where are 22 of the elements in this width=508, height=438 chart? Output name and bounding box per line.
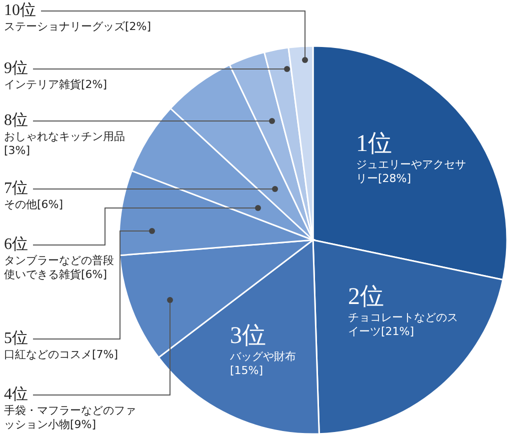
data-label: [15%]	[230, 364, 264, 377]
data-label: [3%]	[4, 144, 30, 157]
slice-label: インテリア雑貨[2%]	[4, 78, 108, 92]
text: 3位	[230, 323, 266, 349]
slice-label: 手袋・マフラーなどのファッション小物[9%]	[4, 404, 137, 432]
slice-label: ジュエリーやアクセサリー[28%]	[356, 158, 467, 186]
text: 6位	[4, 236, 28, 253]
slice-label: チョコレートなどのスイーツ[21%]	[348, 311, 459, 339]
slice-label: 口紅などのコスメ[7%]	[4, 348, 120, 362]
text: 1位	[356, 131, 392, 157]
slice-label: ステーショナリーグッズ[2%]	[4, 20, 152, 34]
text: 2位	[348, 284, 384, 310]
slice-label: おしゃれなキッチン用品	[4, 130, 125, 143]
text: 8位	[4, 112, 28, 129]
slice-label: タンブラーなどの普段使いできる雑貨[6%]	[4, 254, 115, 282]
slice-label: バッグや財布	[230, 350, 296, 363]
text: 10位	[4, 2, 36, 19]
slice-label: その他[6%]	[4, 198, 64, 212]
text: 9位	[4, 60, 28, 77]
text: 5位	[4, 330, 28, 347]
text: 4位	[4, 386, 28, 403]
text: 7位	[4, 180, 28, 197]
